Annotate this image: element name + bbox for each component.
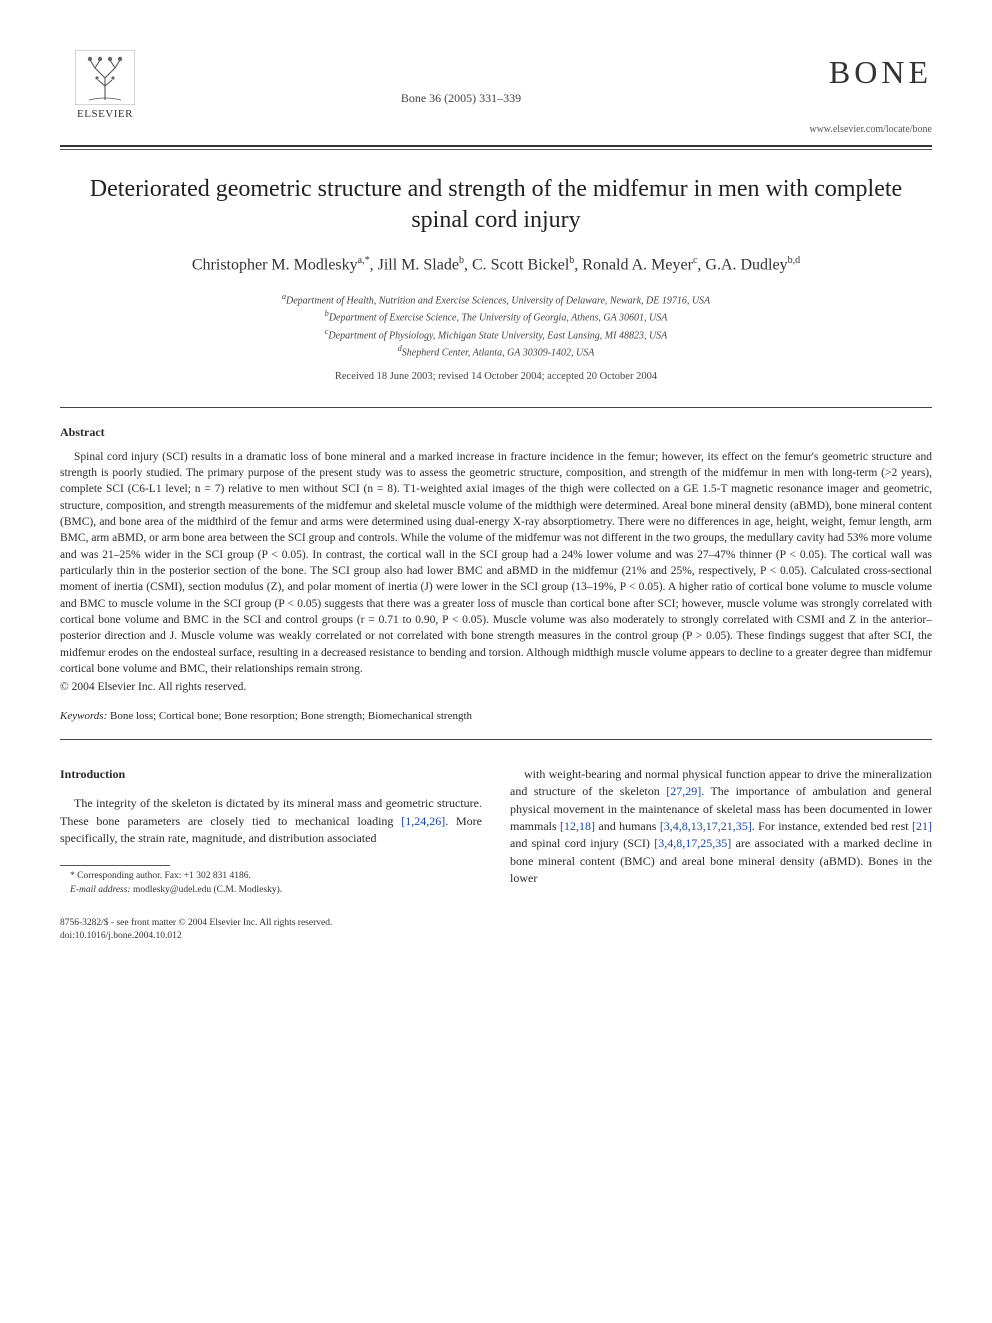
affiliations: aDepartment of Health, Nutrition and Exe… xyxy=(60,291,932,360)
email-note: E-mail address: modlesky@udel.edu (C.M. … xyxy=(60,884,482,897)
journal-url: www.elsevier.com/locate/bone xyxy=(772,123,932,137)
intro-para-1-cont: with weight-bearing and normal physical … xyxy=(510,766,932,888)
affiliation-a: aDepartment of Health, Nutrition and Exe… xyxy=(60,291,932,308)
intro-text-2e: and spinal cord injury (SCI) xyxy=(510,836,654,850)
author-1-aff: a,* xyxy=(358,255,370,266)
citation-ref-3[interactable]: [12,18] xyxy=(560,819,595,833)
footnote-rule xyxy=(60,865,170,866)
citation-ref-2[interactable]: [27,29] xyxy=(666,784,701,798)
author-2: , Jill M. Slade xyxy=(370,257,459,274)
elsevier-tree-logo xyxy=(75,50,135,105)
author-1: Christopher M. Modlesky xyxy=(192,257,358,274)
keywords-values: Bone loss; Cortical bone; Bone resorptio… xyxy=(110,710,472,722)
abstract-text: Spinal cord injury (SCI) results in a dr… xyxy=(60,449,932,678)
journal-name: BONE xyxy=(772,50,932,95)
publisher-name: ELSEVIER xyxy=(77,107,133,122)
citation: Bone 36 (2005) 331–339 xyxy=(150,50,772,107)
affiliation-c-text: Department of Physiology, Michigan State… xyxy=(328,330,667,341)
author-5-aff: b,d xyxy=(788,255,801,266)
citation-ref-6[interactable]: [3,4,8,17,25,35] xyxy=(654,836,731,850)
column-left: Introduction The integrity of the skelet… xyxy=(60,766,482,897)
author-3: , C. Scott Bickel xyxy=(464,257,569,274)
abstract-top-rule xyxy=(60,407,932,408)
introduction-heading: Introduction xyxy=(60,766,482,783)
abstract-heading: Abstract xyxy=(60,424,932,441)
citation-ref-4[interactable]: [3,4,8,13,17,21,35] xyxy=(660,819,752,833)
author-5: , G.A. Dudley xyxy=(697,257,787,274)
page-header: ELSEVIER Bone 36 (2005) 331–339 BONE www… xyxy=(60,50,932,137)
journal-block: BONE www.elsevier.com/locate/bone xyxy=(772,50,932,137)
body-columns: Introduction The integrity of the skelet… xyxy=(60,766,932,897)
author-4: , Ronald A. Meyer xyxy=(574,257,693,274)
email-address: modlesky@udel.edu (C.M. Modlesky). xyxy=(131,885,283,895)
header-rule-thin xyxy=(60,149,932,150)
header-rule-thick xyxy=(60,145,932,147)
affiliation-b-text: Department of Exercise Science, The Univ… xyxy=(329,313,668,324)
corresponding-author-note: * Corresponding author. Fax: +1 302 831 … xyxy=(60,870,482,883)
intro-text-2c: and humans xyxy=(595,819,660,833)
copyright-line: © 2004 Elsevier Inc. All rights reserved… xyxy=(60,679,932,695)
affiliation-d-text: Shepherd Center, Atlanta, GA 30309-1402,… xyxy=(402,347,595,358)
article-dates: Received 18 June 2003; revised 14 Octobe… xyxy=(60,370,932,385)
keywords-label: Keywords: xyxy=(60,710,107,722)
article-title: Deteriorated geometric structure and str… xyxy=(60,174,932,236)
email-label: E-mail address: xyxy=(70,885,131,895)
citation-ref-1[interactable]: [1,24,26] xyxy=(401,814,445,828)
intro-text-2d: . For instance, extended bed rest xyxy=(752,819,912,833)
footer-doi: doi:10.1016/j.bone.2004.10.012 xyxy=(60,930,932,943)
affiliation-d: dShepherd Center, Atlanta, GA 30309-1402… xyxy=(60,343,932,360)
affiliation-b: bDepartment of Exercise Science, The Uni… xyxy=(60,308,932,325)
citation-ref-5[interactable]: [21] xyxy=(912,819,932,833)
footer-front-matter: 8756-3282/$ - see front matter © 2004 El… xyxy=(60,917,932,930)
affiliation-a-text: Department of Health, Nutrition and Exer… xyxy=(286,295,710,306)
abstract-bottom-rule xyxy=(60,739,932,740)
intro-para-1: The integrity of the skeleton is dictate… xyxy=(60,795,482,847)
affiliation-c: cDepartment of Physiology, Michigan Stat… xyxy=(60,326,932,343)
keywords-line: Keywords: Bone loss; Cortical bone; Bone… xyxy=(60,709,932,724)
column-right: with weight-bearing and normal physical … xyxy=(510,766,932,897)
page-footer: 8756-3282/$ - see front matter © 2004 El… xyxy=(60,917,932,944)
publisher-block: ELSEVIER xyxy=(60,50,150,122)
author-list: Christopher M. Modleskya,*, Jill M. Slad… xyxy=(60,254,932,277)
